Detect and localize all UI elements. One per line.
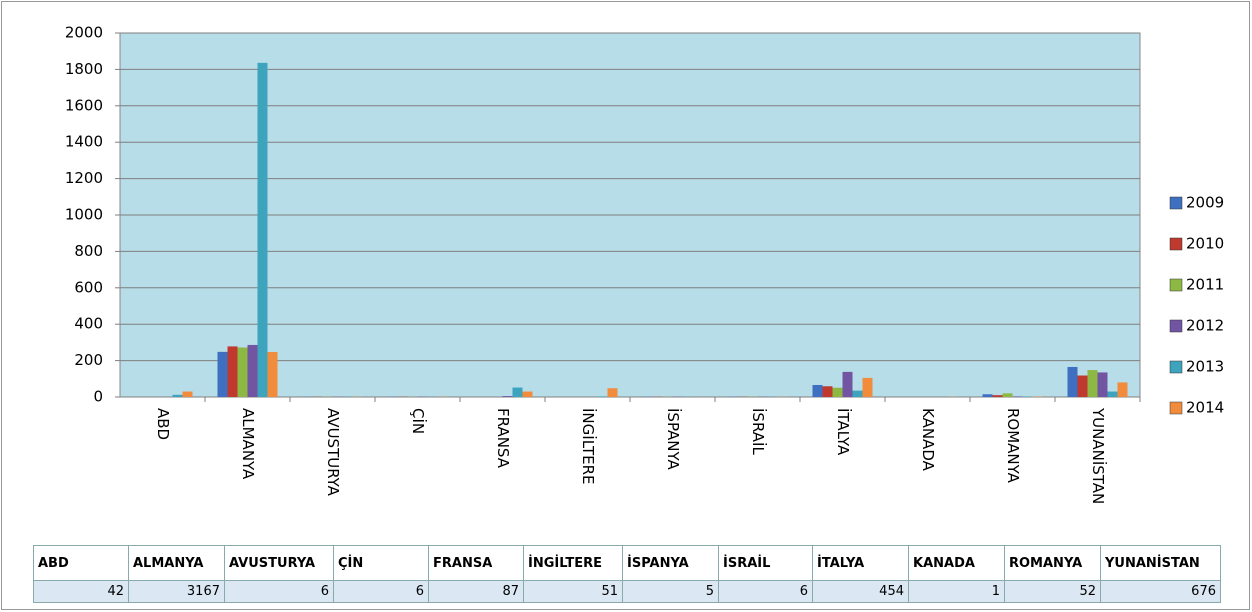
legend-label: 2011: [1186, 276, 1224, 294]
legend-label: 2010: [1186, 235, 1224, 253]
x-tick-label: İTALYA: [834, 408, 853, 456]
x-tick-label: FRANSA: [494, 408, 512, 469]
bar: [982, 394, 993, 397]
table-value: 87: [428, 580, 524, 603]
bar: [237, 347, 248, 397]
bar: [1117, 382, 1128, 397]
y-tick-label: 2000: [65, 24, 103, 42]
bar: [1077, 375, 1088, 397]
bar: [992, 395, 1003, 397]
bar: [852, 390, 863, 397]
table-value: 6: [224, 580, 334, 603]
table-value: 6: [718, 580, 813, 603]
y-tick-label: 1400: [65, 133, 103, 151]
table-value: 51: [523, 580, 623, 603]
x-tick-label: ALMANYA: [239, 408, 257, 480]
bar: [597, 396, 608, 397]
table-header: AVUSTURYA: [224, 545, 334, 581]
bar: [1097, 372, 1108, 397]
y-tick-label: 1600: [65, 96, 103, 114]
x-tick-label: İSRAİL: [749, 408, 768, 455]
table-value: 454: [812, 580, 909, 603]
y-tick-label: 0: [93, 388, 103, 406]
table-header: ROMANYA: [1004, 545, 1101, 581]
y-tick-label: 400: [74, 315, 103, 333]
table-header: İNGİLTERE: [523, 545, 623, 581]
table-header: ÇİN: [333, 545, 429, 581]
legend-swatch: [1169, 196, 1183, 210]
table-header: YUNANİSTAN: [1100, 545, 1221, 581]
y-tick-label: 800: [74, 242, 103, 260]
legend-label: 2013: [1186, 358, 1224, 376]
bar: [822, 386, 833, 397]
x-tick-label: ROMANYA: [1004, 408, 1022, 484]
bar: [862, 377, 873, 397]
bar: [812, 384, 823, 397]
table-header: İTALYA: [812, 545, 909, 581]
bar: [267, 352, 278, 397]
bar: [1012, 396, 1023, 397]
legend-swatch: [1169, 319, 1183, 333]
legend-label: 2009: [1186, 194, 1224, 212]
table-value: 676: [1100, 580, 1221, 603]
bar: [247, 344, 258, 397]
table-value: 6: [333, 580, 429, 603]
legend-swatch: [1169, 237, 1183, 251]
header-row: ABD ALMANYA AVUSTURYA ÇİN FRANSA İNGİLTERE İSP…: [33, 545, 1221, 581]
x-tick-label: AVUSTURYA: [324, 408, 342, 497]
table-value: 1: [908, 580, 1005, 603]
y-tick-label: 1800: [65, 60, 103, 78]
legend-swatch: [1169, 278, 1183, 292]
table-header: ALMANYA: [128, 545, 225, 581]
table-header: KANADA: [908, 545, 1005, 581]
bar: [512, 387, 523, 397]
bar: [607, 388, 618, 397]
table-value: 5: [622, 580, 719, 603]
x-tick-label: ÇİN: [409, 408, 428, 434]
y-tick-label: 1000: [65, 206, 103, 224]
bar: [1002, 393, 1013, 397]
table-header: ABD: [33, 545, 129, 581]
bar: [172, 394, 183, 397]
table-value: 52: [1004, 580, 1101, 603]
table-header: İSRAİL: [718, 545, 813, 581]
bar: [1087, 370, 1098, 397]
legend-label: 2014: [1186, 399, 1224, 417]
table-value: 3167: [128, 580, 225, 603]
y-tick-label: 200: [74, 351, 103, 369]
y-tick-label: 600: [74, 278, 103, 296]
x-tick-label: İNGİLTERE: [579, 408, 598, 485]
y-tick-label: 1200: [65, 169, 103, 187]
legend-swatch: [1169, 360, 1183, 374]
bar: [227, 346, 238, 397]
data-table: ABD ALMANYA AVUSTURYA ÇİN FRANSA İNGİLTERE İSP…: [33, 545, 1221, 603]
legend-label: 2012: [1186, 317, 1224, 335]
bar: [182, 391, 193, 397]
x-tick-label: YUNANİSTAN: [1089, 407, 1108, 504]
bar: [832, 387, 843, 397]
bar: [217, 351, 228, 397]
bar: [257, 62, 268, 398]
x-tick-label: İSPANYA: [664, 408, 683, 471]
table-header: FRANSA: [428, 545, 524, 581]
table-header: İSPANYA: [622, 545, 719, 581]
x-tick-label: ABD: [154, 408, 172, 440]
bar: [1107, 391, 1118, 397]
x-tick-label: KANADA: [919, 408, 937, 472]
bar: [522, 391, 533, 397]
table-value: 42: [33, 580, 129, 603]
bar: [502, 396, 513, 397]
bar: [842, 371, 853, 397]
bar: [1067, 366, 1078, 397]
value-row: 42 3167 6 6 87 51 5 6 454 1 52 676: [33, 580, 1221, 603]
legend-swatch: [1169, 401, 1183, 415]
